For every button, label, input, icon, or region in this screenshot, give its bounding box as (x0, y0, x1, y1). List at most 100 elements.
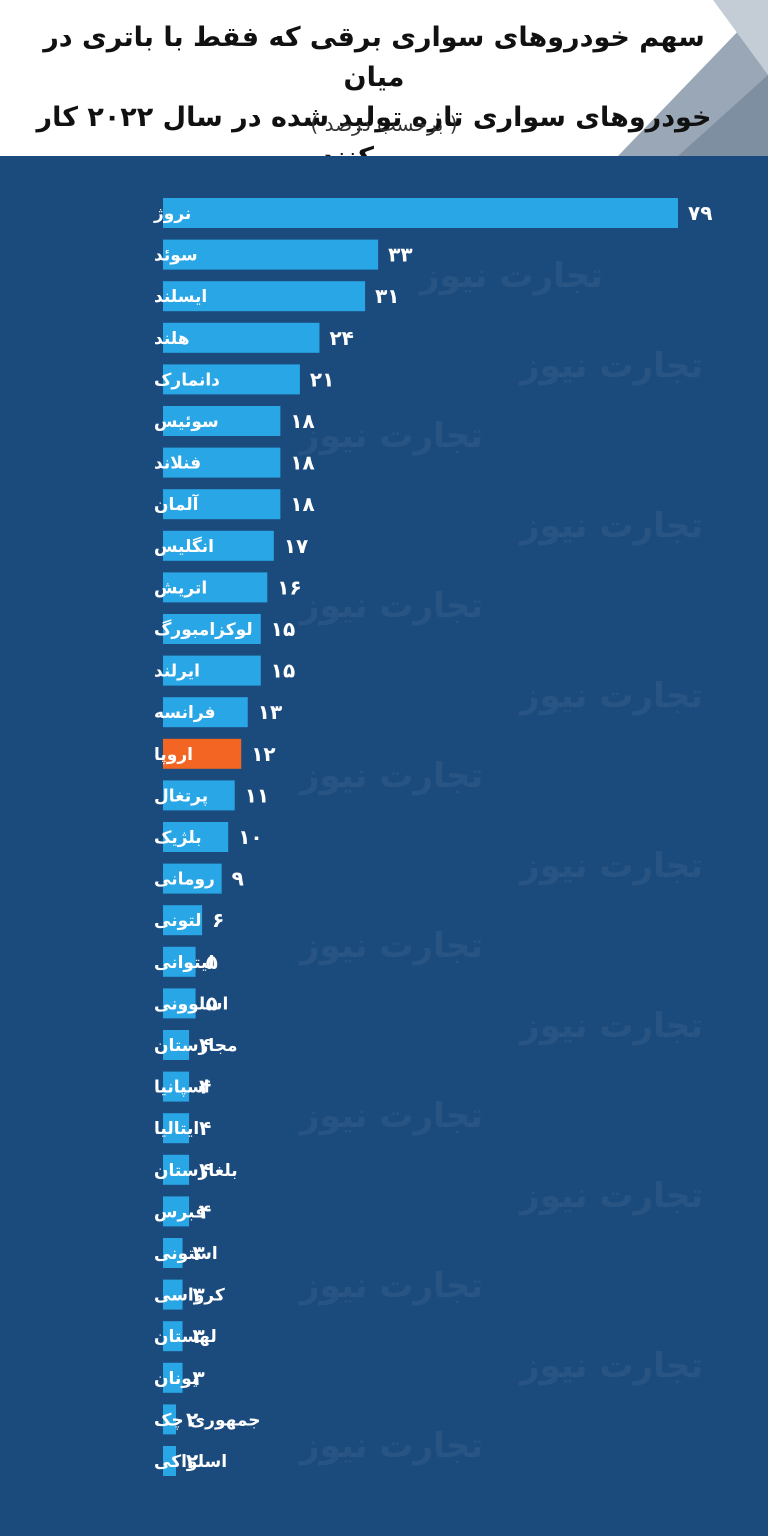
category-label: هلند (154, 329, 190, 349)
bar-25 (163, 1196, 190, 1227)
chart-header: سهم خودروهای سواری برقی که فقط با باتری … (0, 0, 768, 156)
category-label: آلمان (154, 493, 200, 515)
value-label: ۵ (206, 950, 218, 974)
value-label: ۴ (199, 1075, 211, 1099)
value-label: ۳ (193, 1366, 205, 1390)
bar-17 (163, 863, 222, 894)
category-label: اتریش (154, 578, 207, 598)
category-label: ایسلند (154, 287, 207, 307)
bar-12 (163, 655, 261, 686)
chart-area: تجارت نیوز تجارت نیوز تجارت نیوز تجارت ن… (0, 156, 768, 1536)
category-label: بلژیک (154, 828, 202, 848)
category-label: لهستان (154, 1327, 217, 1347)
category-label: اسلواکی (154, 1452, 227, 1472)
bar-24 (163, 1154, 190, 1185)
bar-29 (163, 1362, 183, 1393)
category-label: جمهوری چک (154, 1410, 260, 1430)
watermark: تجارت نیوز (420, 256, 604, 296)
value-label: ۱۲ (251, 742, 275, 766)
value-label: ۱۶ (277, 575, 301, 599)
bar-9 (163, 530, 274, 561)
watermark: تجارت نیوز (300, 416, 484, 456)
category-label: فرانسه (154, 703, 216, 723)
category-label: ایتالیا (154, 1119, 199, 1139)
value-label: ۱۵ (271, 659, 295, 683)
value-label: ۱۸ (290, 492, 314, 516)
value-label: ۱۱ (245, 783, 269, 807)
bar-26 (163, 1238, 183, 1268)
value-label: ۳ (193, 1324, 205, 1348)
watermark: تجارت نیوز (300, 1426, 484, 1466)
value-label: ۱۳ (258, 700, 282, 724)
corner-decoration (618, 0, 768, 156)
watermark: تجارت نیوز (520, 676, 704, 716)
value-label: ۳۳ (388, 243, 412, 267)
value-label: ۱۷ (284, 534, 308, 558)
bar-23 (163, 1113, 190, 1144)
watermark: تجارت نیوز (300, 586, 484, 626)
category-label: اسپانیا (154, 1078, 210, 1098)
bar-8 (163, 489, 281, 520)
category-label: فنلاند (154, 454, 201, 474)
chart-subtitle: ( برحسب درصد ) (310, 112, 458, 136)
value-label: ۴ (199, 1158, 211, 1182)
category-label: رومانی (154, 870, 215, 890)
watermark: تجارت نیوز (300, 756, 484, 796)
bar-10 (163, 572, 268, 603)
bar-30 (163, 1404, 177, 1435)
bar-6 (163, 406, 281, 436)
category-label: لوکزامبورگ (154, 620, 253, 640)
bar-11 (163, 614, 261, 644)
value-label: ۴ (199, 1199, 211, 1223)
bar-13 (163, 697, 248, 728)
chart-title-line-1: سهم خودروهای سواری برقی که فقط با باتری … (43, 22, 705, 93)
bar-5 (163, 364, 300, 395)
value-label: ۲۱ (310, 367, 334, 391)
value-label: ۳ (193, 1283, 205, 1307)
watermark: تجارت نیوز (300, 1266, 484, 1306)
category-label: سوئیس (154, 412, 219, 432)
value-label: ۴ (199, 1116, 211, 1140)
bar-3 (163, 281, 366, 312)
category-label: سوئد (154, 246, 198, 266)
value-label: ۴ (199, 1033, 211, 1057)
watermark: تجارت نیوز (520, 1346, 704, 1386)
value-label: ۹ (232, 867, 244, 891)
bar-18 (163, 905, 203, 936)
bar-7 (163, 447, 281, 478)
category-label: نروژ (153, 204, 191, 224)
bar-2 (163, 239, 379, 270)
bar-31 (163, 1446, 177, 1476)
bar-20 (163, 988, 196, 1019)
category-label: یونان (154, 1369, 198, 1389)
value-label: ۷۹ (688, 201, 712, 225)
value-label: ۱۵ (271, 617, 295, 641)
bar-1 (163, 198, 678, 228)
watermark: تجارت نیوز (520, 346, 704, 386)
category-label: انگلیس (154, 536, 214, 557)
category-label: کرواسی (154, 1286, 225, 1306)
category-label: دانمارک (154, 370, 220, 390)
value-label: ۱۰ (238, 825, 262, 849)
bar-28 (163, 1321, 183, 1352)
bar-22 (163, 1071, 190, 1102)
category-label: مجارستان (154, 1036, 238, 1056)
category-label: اروپا (154, 745, 193, 765)
watermark: تجارت نیوز (300, 1096, 484, 1136)
watermark: تجارت نیوز (520, 1006, 704, 1046)
watermark: تجارت نیوز (520, 1176, 704, 1216)
category-label: پرتغال (154, 786, 208, 806)
chart-title: سهم خودروهای سواری برقی که فقط با باتری … (20, 18, 728, 156)
watermark: تجارت نیوز (520, 846, 704, 886)
watermark: تجارت نیوز (300, 926, 484, 966)
bar-16 (163, 822, 229, 852)
bar-19 (163, 946, 196, 977)
category-label: اسلوونی (154, 994, 228, 1014)
value-label: ۶ (212, 908, 224, 932)
watermark: تجارت نیوز (520, 506, 704, 546)
value-label: ۲ (186, 1407, 198, 1431)
value-label: ۲ (186, 1449, 198, 1473)
category-label: ایرلند (154, 662, 200, 682)
bar-14 (163, 738, 242, 769)
chart-title-line-2: خودروهای سواری تازه تولید شده در سال ۲۰۲… (36, 102, 712, 156)
